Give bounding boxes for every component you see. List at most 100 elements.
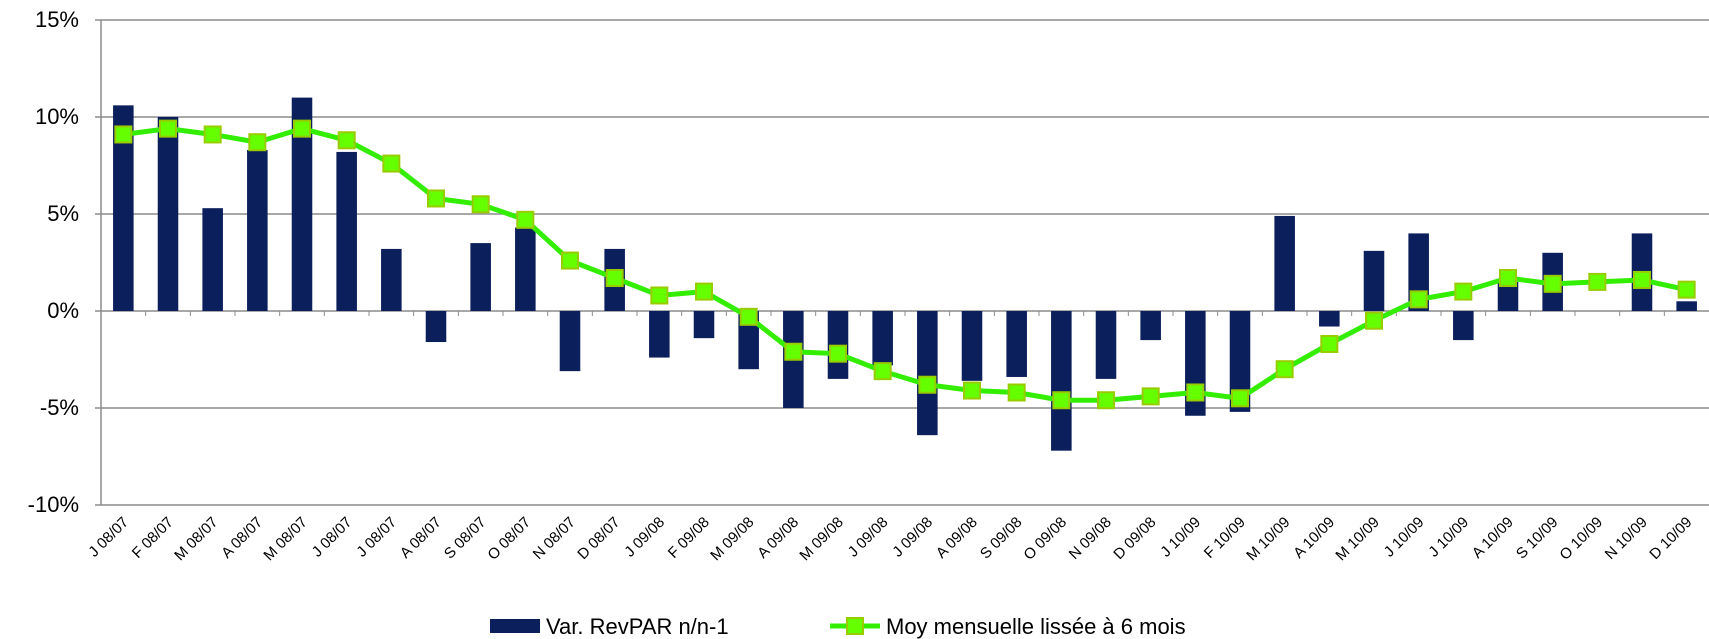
- x-tick-label: D 10/09: [1646, 514, 1695, 563]
- y-tick-label: 0%: [47, 298, 79, 323]
- x-tick-label: J 09/08: [845, 514, 892, 561]
- x-tick-label: F 09/08: [665, 514, 713, 562]
- legend-label: Var. RevPAR n/n-1: [546, 614, 729, 639]
- bar: [1095, 311, 1117, 379]
- marker: [1454, 282, 1473, 301]
- marker: [1186, 383, 1205, 402]
- bar: [381, 248, 402, 311]
- x-tick-label: J 09/08: [621, 514, 668, 561]
- y-tick-label: 5%: [47, 201, 79, 226]
- marker: [159, 119, 177, 138]
- bar: [1140, 311, 1161, 341]
- x-tick-label: S 10/09: [1513, 514, 1562, 563]
- x-tick-label: S 08/07: [441, 514, 490, 563]
- x-tick-label: F 10/09: [1201, 514, 1249, 562]
- marker: [382, 154, 401, 173]
- marker: [784, 342, 803, 361]
- marker: [873, 362, 892, 381]
- marker: [1097, 391, 1115, 410]
- bar: [247, 149, 268, 311]
- bar: [336, 151, 357, 311]
- marker: [1633, 270, 1651, 289]
- marker: [739, 307, 758, 326]
- marker: [561, 251, 579, 270]
- x-tick-label: O 08/07: [484, 514, 534, 564]
- x-tick-label: N 08/07: [530, 514, 579, 563]
- marker: [1409, 290, 1428, 309]
- marker: [1007, 383, 1026, 402]
- bar: [157, 117, 179, 311]
- y-tick-label: 15%: [35, 7, 79, 32]
- x-tick-label: A 08/07: [397, 514, 445, 562]
- marker: [1320, 334, 1339, 353]
- bar: [961, 311, 983, 381]
- y-tick-label: -10%: [28, 492, 79, 517]
- x-tick-label: J 10/09: [1425, 514, 1472, 561]
- marker: [471, 195, 490, 214]
- x-tick-label: D 08/07: [574, 514, 623, 563]
- x-tick-label: M 08/07: [171, 514, 221, 564]
- x-tick-label: M 08/07: [260, 514, 310, 564]
- x-tick-label: J 08/07: [85, 514, 132, 561]
- marker: [1499, 269, 1517, 288]
- bar: [1319, 311, 1340, 327]
- legend-swatch: [846, 617, 864, 635]
- bar: [1363, 250, 1385, 311]
- marker: [605, 269, 624, 288]
- x-tick-label: M 10/09: [1332, 514, 1382, 564]
- marker: [1543, 274, 1562, 293]
- bar: [1229, 311, 1251, 412]
- legend-swatch: [490, 619, 540, 633]
- marker: [427, 189, 445, 208]
- marker: [650, 286, 669, 305]
- x-tick-label: M 10/09: [1243, 514, 1293, 564]
- bar: [1497, 281, 1519, 311]
- bar: [515, 227, 536, 311]
- x-tick-label: N 10/09: [1602, 514, 1651, 563]
- bar: [693, 311, 715, 339]
- x-tick-label: M 09/08: [707, 514, 757, 564]
- marker: [203, 125, 222, 144]
- marker: [829, 344, 847, 363]
- y-tick-label: -5%: [40, 395, 79, 420]
- marker: [114, 125, 133, 144]
- bar: [291, 97, 313, 311]
- marker: [1677, 280, 1696, 299]
- marker: [1231, 389, 1249, 408]
- marker: [1275, 360, 1294, 379]
- y-tick-label: 10%: [35, 104, 79, 129]
- line: [123, 126, 1688, 403]
- x-tick-label: A 10/09: [1290, 514, 1338, 562]
- marker: [918, 375, 937, 394]
- bar: [1453, 311, 1474, 341]
- bar: [470, 243, 491, 311]
- x-tick-label: J 10/09: [1157, 514, 1204, 561]
- x-tick-label: J 09/08: [889, 514, 936, 561]
- bar: [202, 208, 223, 311]
- marker: [1141, 387, 1160, 406]
- marker: [248, 133, 267, 152]
- x-tick-label: J 10/09: [1381, 514, 1428, 561]
- marker: [293, 119, 311, 138]
- x-tick-label: A 09/08: [754, 514, 802, 562]
- bar: [113, 105, 134, 311]
- marker: [1365, 311, 1383, 330]
- x-tick-label: D 09/08: [1110, 514, 1159, 563]
- x-tick-label: S 09/08: [977, 514, 1026, 563]
- bar: [1051, 311, 1072, 451]
- x-tick-label: O 09/08: [1020, 514, 1070, 564]
- legend-label: Moy mensuelle lissée à 6 mois: [886, 614, 1186, 639]
- bar: [1274, 215, 1295, 311]
- bar: [917, 311, 938, 436]
- bar: [1006, 311, 1027, 377]
- x-tick-label: A 10/09: [1469, 514, 1517, 562]
- bar: [649, 311, 670, 358]
- marker: [695, 282, 713, 301]
- marker: [1052, 391, 1071, 410]
- bar: [872, 311, 893, 366]
- x-tick-label: J 08/07: [353, 514, 400, 561]
- x-tick-label: N 09/08: [1066, 514, 1115, 563]
- x-tick-label: F 08/07: [129, 514, 177, 562]
- x-tick-label: A 08/07: [218, 514, 266, 562]
